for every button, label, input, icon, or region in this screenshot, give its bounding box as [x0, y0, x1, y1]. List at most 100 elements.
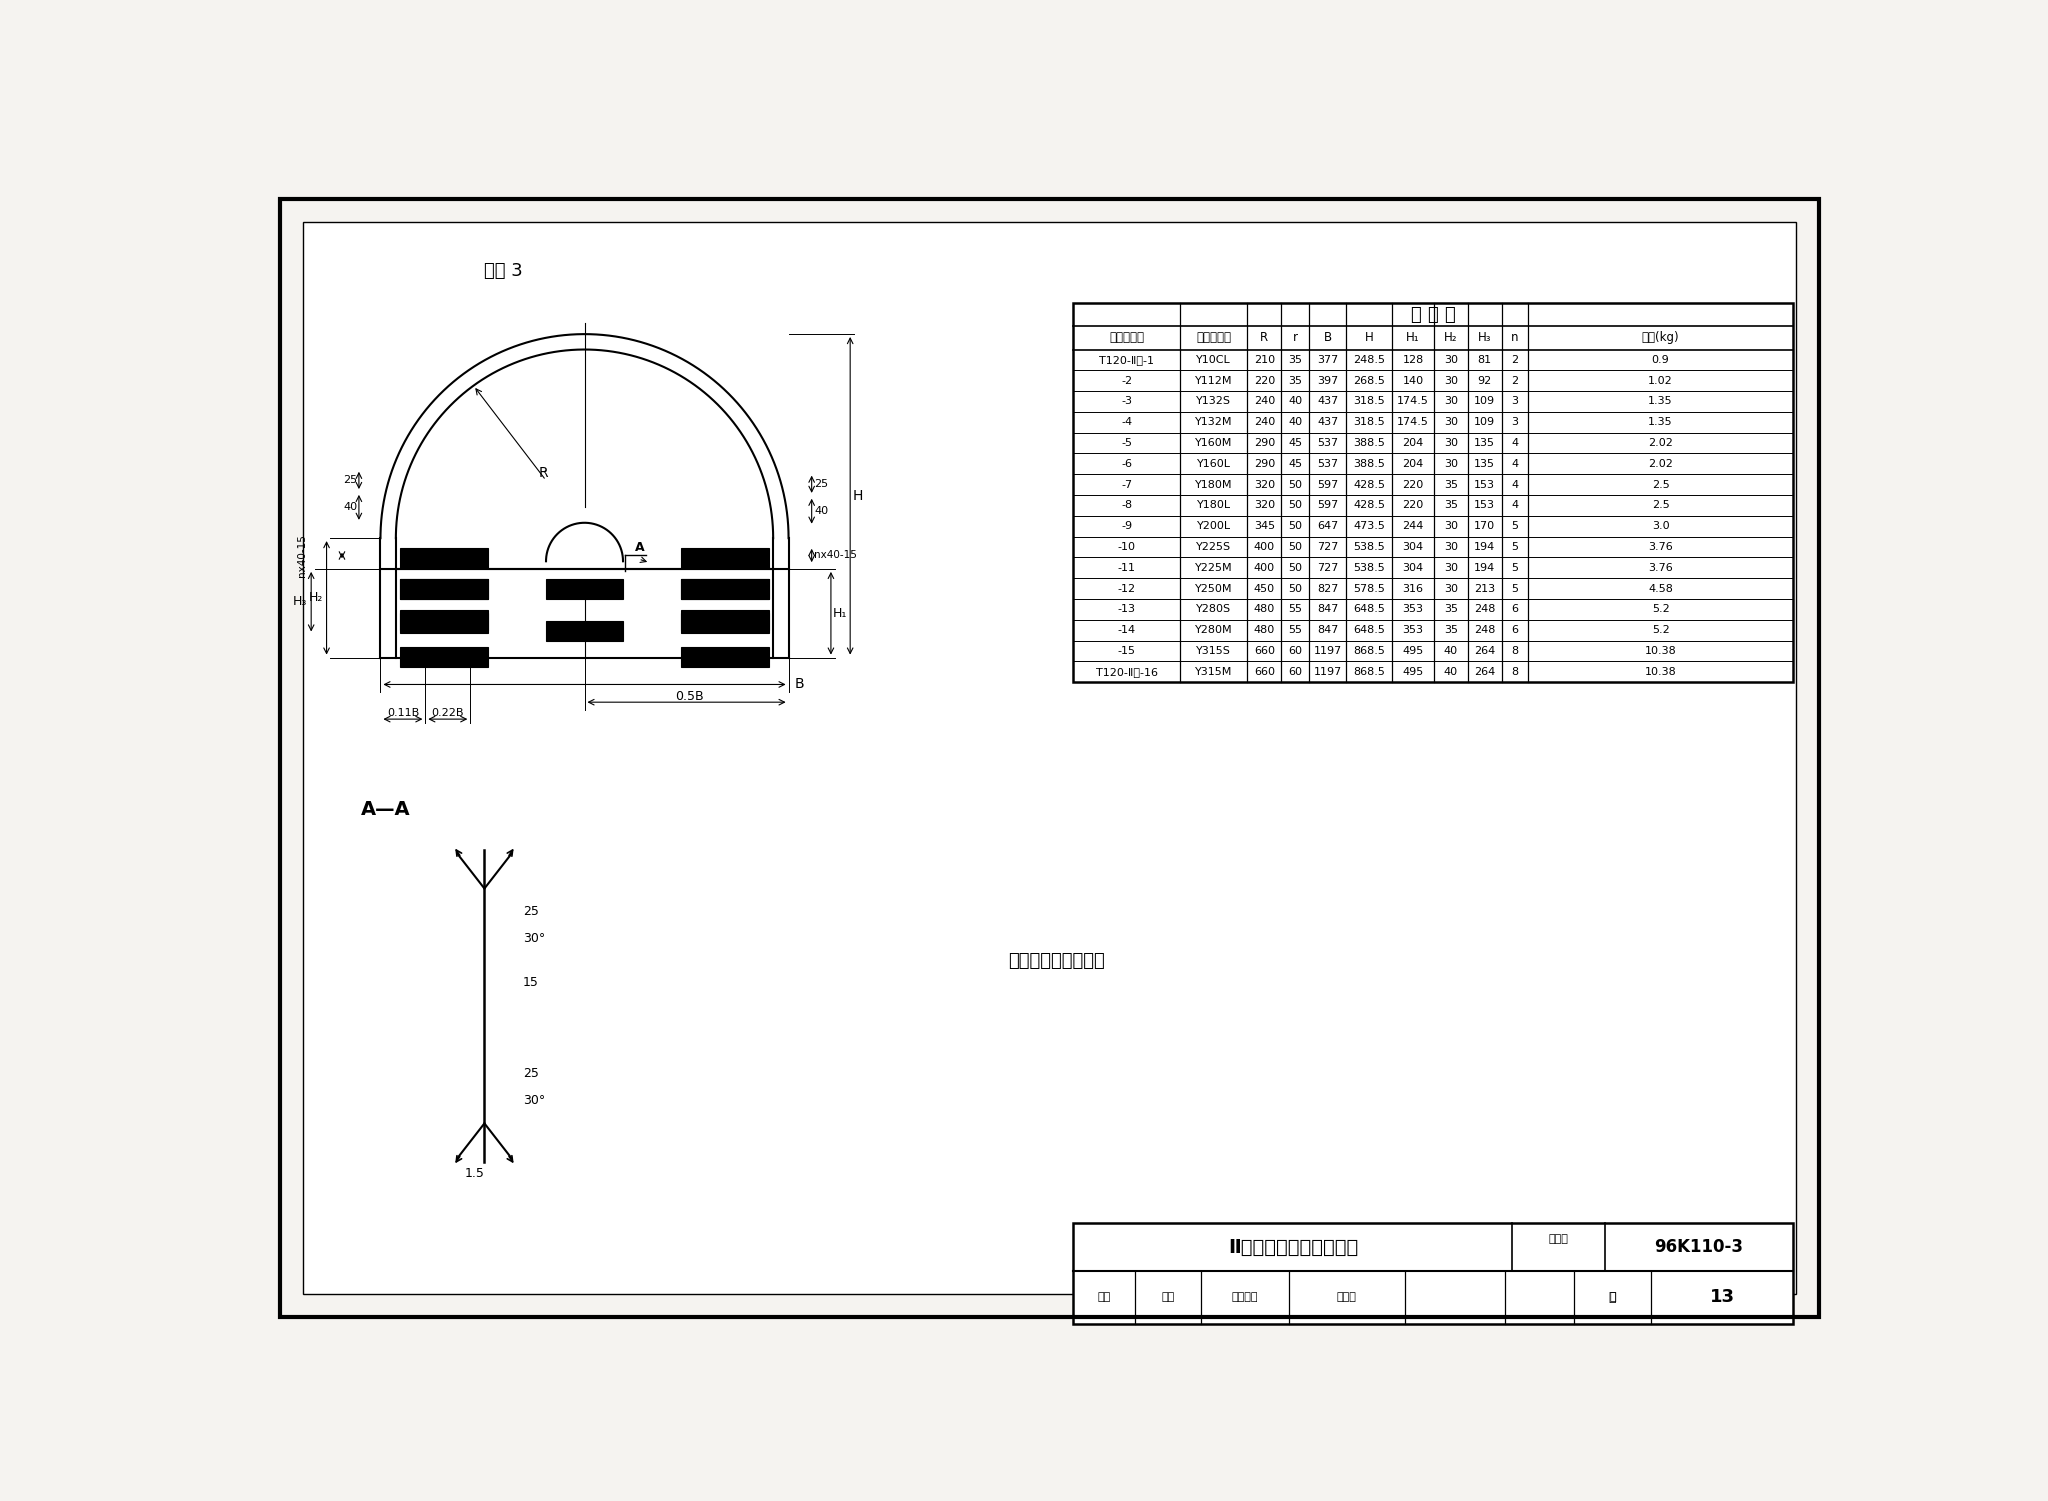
Text: 60: 60	[1288, 645, 1303, 656]
Text: -14: -14	[1118, 626, 1137, 635]
Text: 15: 15	[522, 976, 539, 989]
Text: 35: 35	[1444, 626, 1458, 635]
Text: 6: 6	[1511, 626, 1518, 635]
Text: 240: 240	[1253, 396, 1276, 407]
Text: 30: 30	[1444, 417, 1458, 428]
Text: Y315M: Y315M	[1194, 666, 1233, 677]
Text: 30: 30	[1444, 354, 1458, 365]
Text: 40: 40	[1288, 396, 1303, 407]
Text: 495: 495	[1403, 645, 1423, 656]
Text: 174.5: 174.5	[1397, 417, 1430, 428]
Text: nx40-15: nx40-15	[297, 534, 307, 576]
Text: 图集号: 图集号	[1548, 1234, 1569, 1244]
Text: 210: 210	[1253, 354, 1276, 365]
Text: 5: 5	[1511, 521, 1518, 531]
Text: Y250M: Y250M	[1194, 584, 1233, 593]
Text: 204: 204	[1403, 438, 1423, 449]
Text: 45: 45	[1288, 459, 1303, 468]
Text: 4: 4	[1511, 480, 1518, 489]
Text: 10.38: 10.38	[1645, 645, 1677, 656]
Text: 50: 50	[1288, 480, 1303, 489]
Text: r: r	[1292, 332, 1298, 344]
Text: 660: 660	[1253, 666, 1276, 677]
Text: 248: 248	[1475, 626, 1495, 635]
Text: 3: 3	[1511, 417, 1518, 428]
Text: 4.58: 4.58	[1649, 584, 1673, 593]
Text: 495: 495	[1403, 666, 1423, 677]
Text: 648.5: 648.5	[1354, 626, 1384, 635]
Text: 35: 35	[1288, 354, 1303, 365]
Text: 0.22B: 0.22B	[432, 708, 465, 717]
Text: Y112M: Y112M	[1194, 375, 1233, 386]
Text: 10.38: 10.38	[1645, 666, 1677, 677]
Text: 0.9: 0.9	[1653, 354, 1669, 365]
Text: H: H	[1364, 332, 1374, 344]
Text: 25: 25	[813, 479, 827, 489]
Text: 727: 727	[1317, 542, 1337, 552]
Text: 25: 25	[344, 476, 356, 485]
Text: -12: -12	[1118, 584, 1137, 593]
Text: 2.02: 2.02	[1649, 438, 1673, 449]
Text: A: A	[635, 542, 645, 554]
Text: 40: 40	[344, 503, 356, 512]
Text: 264: 264	[1475, 666, 1495, 677]
Text: 13: 13	[1710, 1288, 1735, 1306]
Text: 140: 140	[1403, 375, 1423, 386]
Bar	[1073, 1223, 1794, 1324]
Text: Y280S: Y280S	[1196, 605, 1231, 614]
Text: 5.2: 5.2	[1653, 626, 1669, 635]
Text: 537: 537	[1317, 438, 1337, 449]
Text: 400: 400	[1253, 563, 1276, 573]
Bar	[399, 579, 487, 599]
Text: H₁: H₁	[834, 606, 848, 620]
Text: 1197: 1197	[1313, 645, 1341, 656]
Text: 30: 30	[1444, 396, 1458, 407]
Text: 5: 5	[1511, 584, 1518, 593]
Text: 109: 109	[1475, 396, 1495, 407]
Text: 35: 35	[1444, 500, 1458, 510]
Text: 1.02: 1.02	[1649, 375, 1673, 386]
Text: 25: 25	[522, 1067, 539, 1079]
Text: 尺 寸 表: 尺 寸 表	[1411, 306, 1456, 324]
Text: 377: 377	[1317, 354, 1337, 365]
Bar	[399, 548, 487, 569]
Text: 0.5B: 0.5B	[676, 689, 705, 702]
Text: 220: 220	[1403, 500, 1423, 510]
Text: 审核: 审核	[1098, 1292, 1110, 1303]
Text: Y225S: Y225S	[1196, 542, 1231, 552]
Text: 1.5: 1.5	[465, 1166, 485, 1180]
Text: R: R	[1260, 332, 1268, 344]
Bar	[1073, 303, 1794, 681]
Text: 170: 170	[1475, 521, 1495, 531]
Text: 428.5: 428.5	[1354, 480, 1384, 489]
Text: Y160M: Y160M	[1194, 438, 1233, 449]
Bar	[1073, 1223, 1794, 1324]
Text: 174.5: 174.5	[1397, 396, 1430, 407]
Text: 30: 30	[1444, 542, 1458, 552]
Bar	[680, 579, 770, 599]
Text: 213: 213	[1475, 584, 1495, 593]
Text: 578.5: 578.5	[1354, 584, 1384, 593]
Text: 6: 6	[1511, 605, 1518, 614]
Text: 页: 页	[1610, 1291, 1616, 1304]
Text: 316: 316	[1403, 584, 1423, 593]
Text: 597: 597	[1317, 500, 1337, 510]
Text: 81: 81	[1477, 354, 1491, 365]
Text: 220: 220	[1253, 375, 1276, 386]
Text: 35: 35	[1444, 605, 1458, 614]
Text: T120-Ⅱ型-16: T120-Ⅱ型-16	[1096, 666, 1157, 677]
Text: Y160L: Y160L	[1196, 459, 1231, 468]
Text: A—A: A—A	[360, 800, 412, 820]
Text: 473.5: 473.5	[1354, 521, 1384, 531]
Text: 268.5: 268.5	[1354, 375, 1384, 386]
Text: Y315S: Y315S	[1196, 645, 1231, 656]
Text: 电动机型号: 电动机型号	[1196, 332, 1231, 344]
Text: 50: 50	[1288, 500, 1303, 510]
Text: 538.5: 538.5	[1354, 563, 1384, 573]
Text: 320: 320	[1253, 500, 1276, 510]
Text: 25: 25	[522, 905, 539, 919]
Bar	[680, 579, 770, 599]
Text: 397: 397	[1317, 375, 1337, 386]
Text: -11: -11	[1118, 563, 1135, 573]
Text: 5.2: 5.2	[1653, 605, 1669, 614]
